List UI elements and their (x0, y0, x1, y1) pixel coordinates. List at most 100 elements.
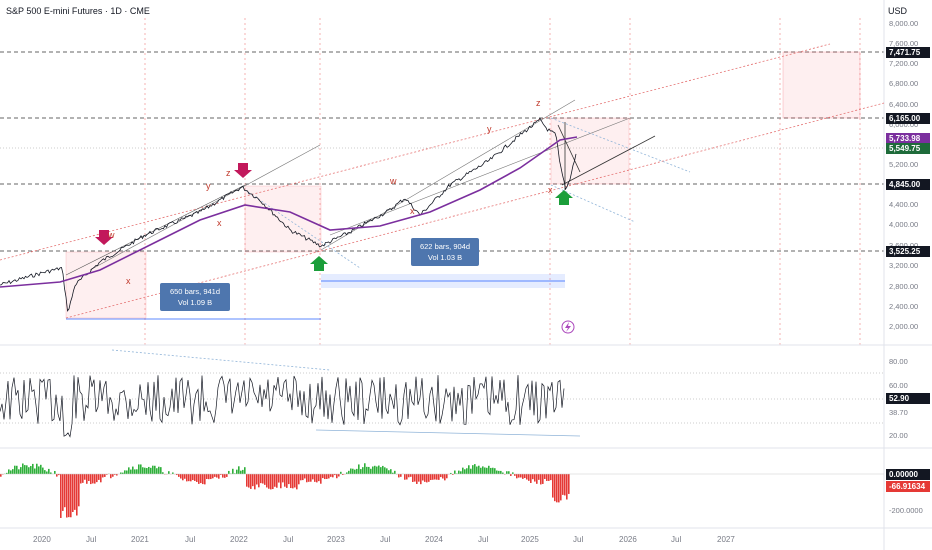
histogram-bar (470, 468, 472, 474)
histogram-bar (312, 474, 314, 480)
histogram-bar (100, 474, 102, 483)
histogram-tick: -200.0000 (889, 506, 923, 515)
price-tick: 7,600.00 (889, 39, 919, 48)
histogram-bar (450, 472, 452, 474)
histogram-bar (190, 474, 192, 482)
histogram-bar (268, 474, 270, 489)
histogram-bar (116, 474, 118, 476)
histogram-bar (518, 474, 520, 478)
histogram-bar (346, 472, 348, 474)
histogram-bar (520, 474, 522, 478)
histogram-bar (544, 474, 546, 479)
currency-label[interactable]: USD (888, 6, 908, 16)
histogram-bar (86, 474, 88, 484)
histogram-bar (386, 468, 388, 474)
histogram-bar (244, 467, 246, 474)
histogram-bar (204, 474, 206, 485)
histogram-bar (24, 465, 26, 474)
histogram-bar (206, 474, 208, 480)
histogram-bar (568, 474, 570, 494)
histogram-bar (36, 463, 38, 474)
histogram-bar (208, 474, 210, 480)
histogram-bar (376, 466, 378, 474)
histogram-bar (248, 474, 250, 488)
histogram-bar (228, 470, 230, 474)
histogram-bar (256, 474, 258, 485)
channel-line (0, 43, 831, 261)
histogram-bar (436, 474, 438, 480)
histogram-bar (276, 474, 278, 488)
wave-label: y (487, 124, 492, 134)
histogram-bar (308, 474, 310, 482)
histogram-bar (202, 474, 204, 485)
histogram-bar (430, 474, 432, 481)
histogram-bar (432, 474, 434, 480)
histogram-bar (306, 474, 308, 483)
histogram-bar (452, 474, 454, 475)
histogram-bar (220, 474, 222, 475)
histogram-bar (468, 465, 470, 474)
histogram-bar (10, 470, 12, 474)
histogram-bar (420, 474, 422, 485)
histogram-bar (526, 474, 528, 480)
histogram-bar (184, 474, 186, 479)
histogram-bar (370, 468, 372, 474)
histogram-bar (490, 467, 492, 474)
price-tick: 4,000.00 (889, 220, 919, 229)
time-tick: 2023 (327, 535, 345, 544)
measure-box-1[interactable]: 650 bars, 941d Vol 1.09 B (160, 283, 230, 311)
histogram-bar (512, 472, 514, 474)
histogram-bar (88, 474, 90, 481)
trend-line (561, 135, 656, 186)
histogram-bar (486, 467, 488, 474)
histogram-bar (2, 474, 4, 475)
time-tick: Jul (380, 535, 391, 544)
indicator-tick: 38.70 (889, 408, 908, 417)
histogram-bar (412, 474, 414, 482)
time-tick: 2027 (717, 535, 735, 544)
time-tick: 2025 (521, 535, 539, 544)
histogram-bar (322, 474, 324, 479)
histogram-bar (380, 467, 382, 474)
histogram-bar (66, 474, 68, 518)
histogram-bar (192, 474, 194, 481)
histogram-bar (444, 474, 446, 481)
range-box (550, 117, 630, 185)
histogram-bar (284, 474, 286, 487)
histogram-bar (144, 467, 146, 474)
histogram-bar (550, 474, 552, 481)
histogram-bar (554, 474, 556, 502)
wave-label: z (536, 98, 541, 108)
histogram-bar (98, 474, 100, 480)
histogram-bar (218, 474, 220, 479)
histogram-bar (542, 474, 544, 484)
price-tick: 2,800.00 (889, 282, 919, 291)
histogram-bar (310, 474, 312, 482)
indicator-tag: 52.90 (886, 393, 930, 404)
price-tag: 6,165.00 (886, 113, 930, 124)
histogram-bar (180, 474, 182, 479)
histogram-bar (524, 474, 526, 479)
price-line (0, 117, 577, 312)
measure-box-2[interactable]: 622 bars, 904d Vol 1.03 B (411, 238, 479, 266)
histogram-bar (400, 474, 402, 477)
histogram-bar (70, 474, 72, 518)
histogram-bar (246, 474, 248, 487)
histogram-bar (548, 474, 550, 481)
histogram-bar (40, 464, 42, 474)
histogram-bar (136, 469, 138, 474)
time-tick: Jul (86, 535, 97, 544)
histogram-bar (114, 474, 116, 475)
histogram-bar (186, 474, 188, 482)
histogram-bar (92, 474, 94, 484)
histogram-bar (56, 474, 58, 477)
histogram-bar (146, 468, 148, 474)
histogram-bar (232, 468, 234, 474)
price-tick: 4,400.00 (889, 200, 919, 209)
histogram-bar (538, 474, 540, 480)
histogram-bar (48, 468, 50, 474)
flash-icon (561, 320, 575, 334)
histogram-bar (564, 474, 566, 496)
histogram-bar (516, 474, 518, 479)
